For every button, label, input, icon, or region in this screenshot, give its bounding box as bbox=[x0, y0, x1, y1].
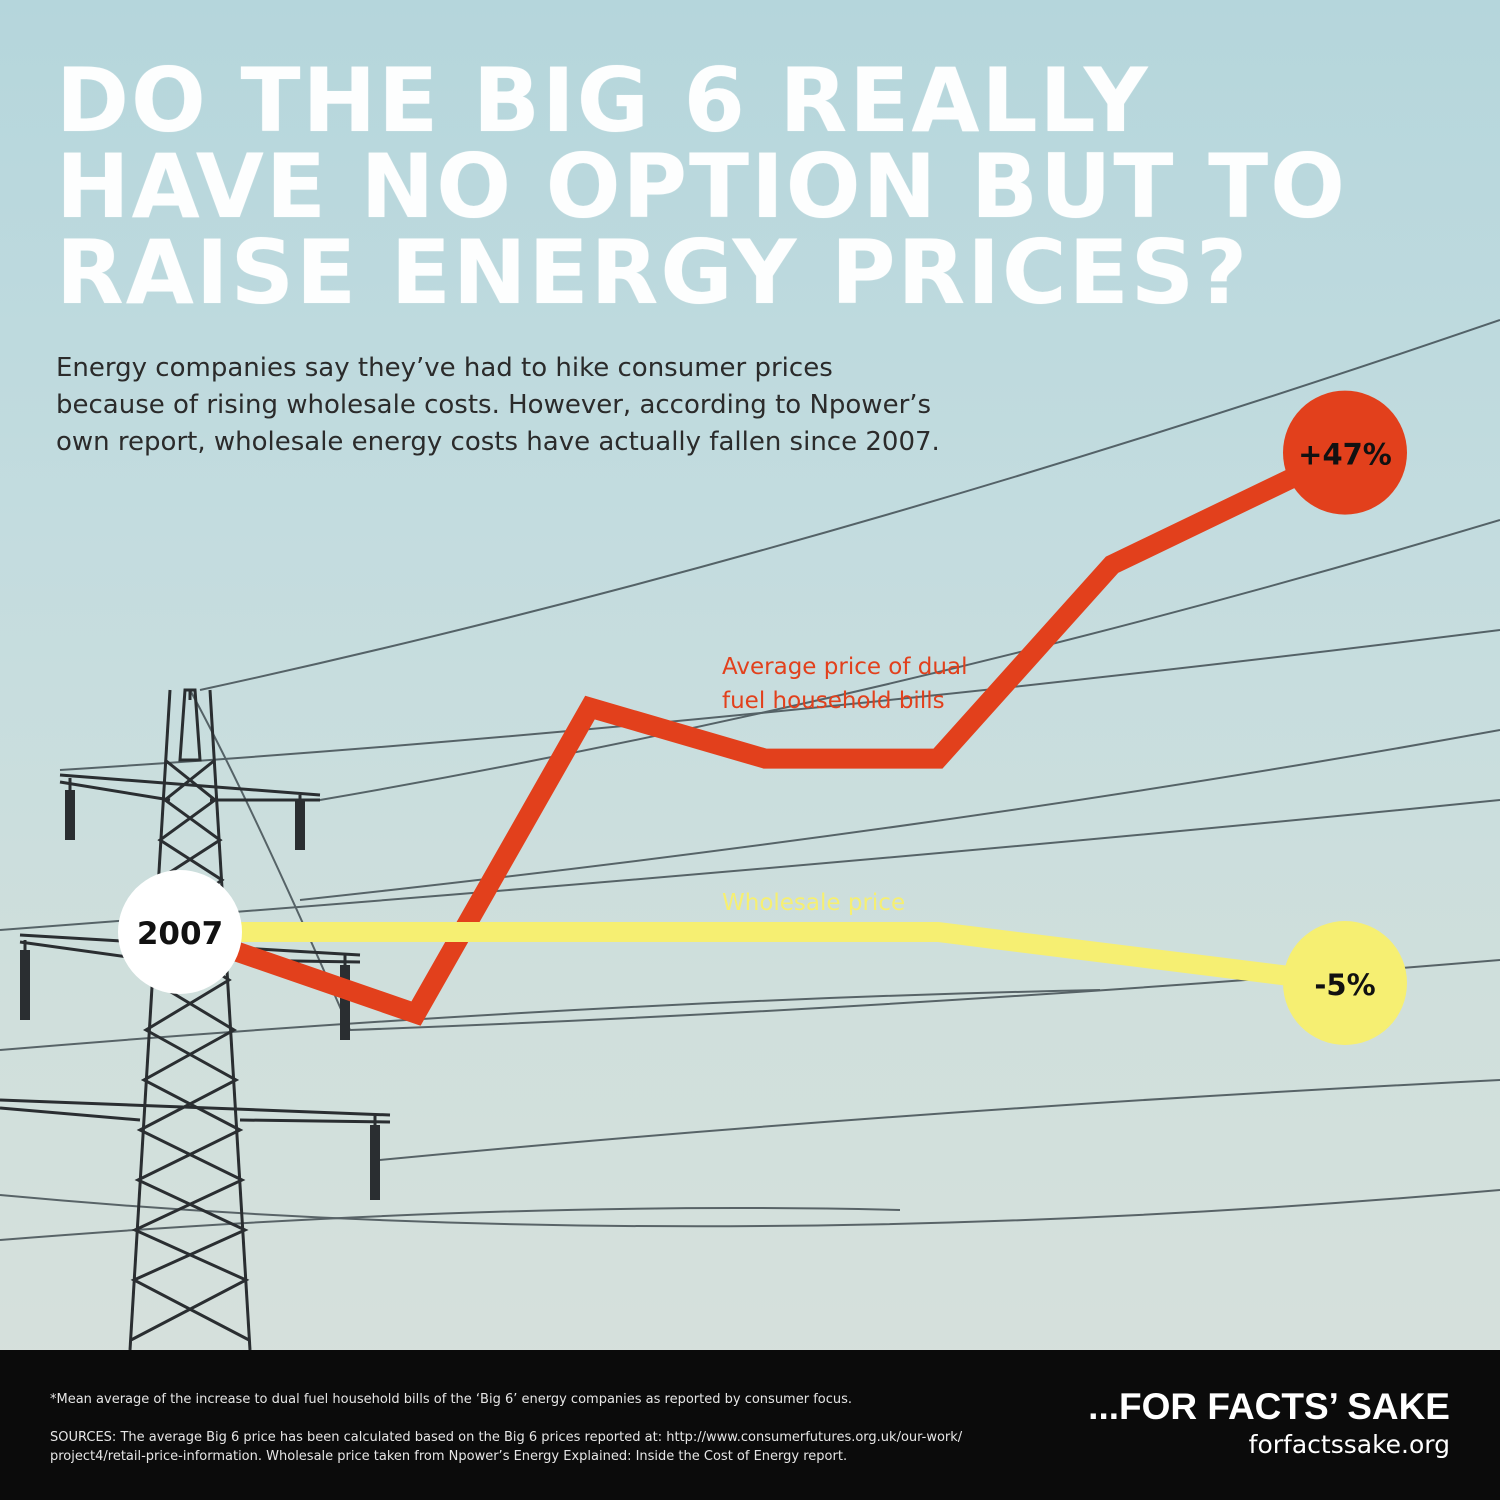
power-cables bbox=[0, 319, 1500, 1241]
bills-series-label-line-2: fuel household bills bbox=[722, 688, 945, 714]
footnote: *Mean average of the increase to dual fu… bbox=[50, 1392, 853, 1407]
sources-line-1: SOURCES: The average Big 6 price has bee… bbox=[50, 1430, 963, 1445]
website-link[interactable]: forfactssake.org bbox=[1248, 1430, 1450, 1459]
intro-line-3: own report, wholesale energy costs have … bbox=[56, 427, 940, 457]
intro-line-1: Energy companies say they’ve had to hike… bbox=[56, 353, 833, 383]
bills-series-line bbox=[176, 443, 1350, 1026]
wholesale-series-label: Wholesale price bbox=[722, 890, 905, 916]
sources-line-2: project4/retail-price-information. Whole… bbox=[50, 1449, 848, 1464]
headline-line-3: RAISE ENERGY PRICES? bbox=[56, 221, 1250, 324]
headline-line-1: DO THE BIG 6 REALLY bbox=[56, 49, 1150, 152]
bills-end-badge bbox=[1283, 390, 1407, 515]
brand-logo-text: ...FOR FACTS’ SAKE bbox=[1088, 1386, 1450, 1427]
start-year-badge bbox=[118, 870, 242, 994]
footer: *Mean average of the increase to dual fu… bbox=[0, 1350, 1500, 1500]
bills-series-label: Average price of dual bbox=[722, 654, 967, 680]
price-line-chart: Average price of dual fuel household bil… bbox=[118, 390, 1407, 1045]
wholesale-end-value-label: -5% bbox=[1314, 968, 1375, 1002]
insulators bbox=[20, 790, 380, 1200]
bills-end-value-label: +47% bbox=[1298, 438, 1392, 472]
intro-line-2: because of rising wholesale costs. Howev… bbox=[56, 390, 932, 420]
wholesale-end-badge bbox=[1283, 921, 1407, 1045]
intro-paragraph: Energy companies say they’ve had to hike… bbox=[56, 350, 956, 461]
wholesale-series-line bbox=[180, 922, 1347, 993]
start-year-label: 2007 bbox=[137, 916, 223, 952]
headline: DO THE BIG 6 REALLY HAVE NO OPTION BUT T… bbox=[56, 49, 1347, 324]
sources-note: SOURCES: The average Big 6 price has bee… bbox=[50, 1428, 962, 1466]
headline-line-2: HAVE NO OPTION BUT TO bbox=[56, 135, 1347, 238]
